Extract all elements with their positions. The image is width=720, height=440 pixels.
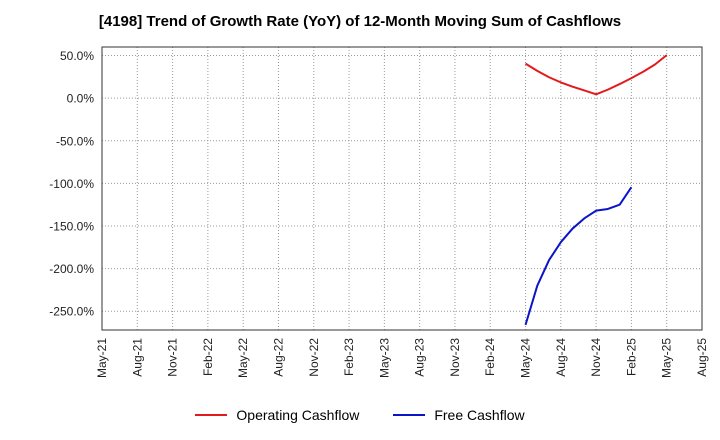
series-line-operating-cashflow bbox=[525, 54, 668, 96]
plot-area bbox=[102, 47, 702, 330]
x-tick-label: May-24 bbox=[519, 338, 533, 378]
x-tick-label: Feb-25 bbox=[624, 338, 638, 376]
y-tick-label: -50.0% bbox=[56, 134, 94, 148]
x-tick-label: May-25 bbox=[660, 338, 674, 378]
x-tick-label: Aug-24 bbox=[554, 338, 568, 377]
x-tick-label: Feb-24 bbox=[483, 338, 497, 376]
legend-label-free-cashflow: Free Cashflow bbox=[434, 407, 525, 423]
x-tick-label: Nov-23 bbox=[448, 338, 462, 377]
x-tick-label: Nov-24 bbox=[589, 338, 603, 377]
x-tick-label: May-21 bbox=[95, 338, 109, 378]
legend-swatch-operating-cashflow bbox=[195, 414, 228, 416]
legend-item-operating-cashflow: Operating Cashflow bbox=[195, 407, 359, 423]
legend-item-free-cashflow: Free Cashflow bbox=[393, 407, 525, 423]
x-tick-label: Aug-22 bbox=[271, 338, 285, 377]
y-tick-label: -150.0% bbox=[49, 220, 94, 234]
x-tick-label: Nov-22 bbox=[307, 338, 321, 377]
y-tick-label: -200.0% bbox=[49, 262, 94, 276]
legend-swatch-free-cashflow bbox=[393, 414, 426, 416]
y-tick-label: -250.0% bbox=[49, 305, 94, 319]
chart-title: [4198] Trend of Growth Rate (YoY) of 12-… bbox=[98, 13, 622, 30]
x-tick-label: Aug-21 bbox=[130, 338, 144, 377]
x-tick-label: Aug-23 bbox=[413, 338, 427, 377]
plot-border bbox=[101, 46, 703, 331]
x-tick-label: Nov-21 bbox=[166, 338, 180, 377]
x-tick-label: Aug-25 bbox=[695, 338, 709, 377]
x-tick-label: Feb-22 bbox=[201, 338, 215, 376]
series-line-free-cashflow bbox=[524, 186, 633, 326]
y-tick-label: 0.0% bbox=[67, 92, 95, 106]
legend-label-operating-cashflow: Operating Cashflow bbox=[236, 407, 360, 423]
x-tick-label: Feb-23 bbox=[342, 338, 356, 376]
x-tick-label: May-23 bbox=[377, 338, 391, 378]
y-tick-label: 50.0% bbox=[60, 49, 94, 63]
y-tick-label: -100.0% bbox=[49, 177, 94, 191]
x-tick-label: May-22 bbox=[236, 338, 250, 378]
chart-legend: Operating Cashflow Free Cashflow bbox=[0, 405, 720, 425]
